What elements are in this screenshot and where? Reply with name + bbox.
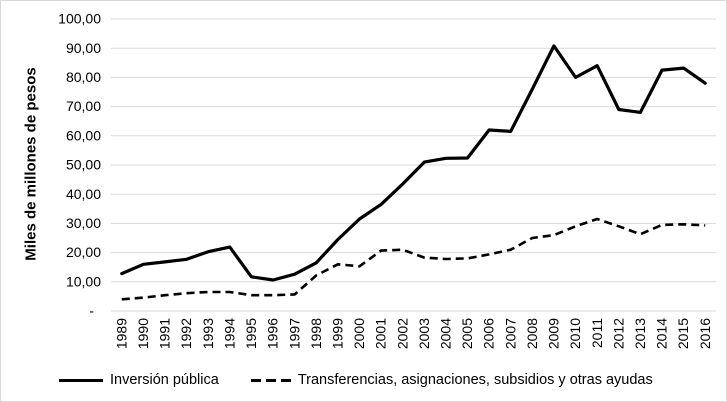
series-line-transferencias bbox=[121, 217, 706, 301]
x-tick-label: 2012 bbox=[610, 318, 626, 349]
y-tick-label: - bbox=[89, 303, 94, 319]
y-tick-label: 80,00 bbox=[66, 69, 101, 85]
y-axis-title: Miles de millones de pesos bbox=[22, 67, 40, 261]
x-tick-label: 2010 bbox=[567, 318, 583, 349]
legend: Inversión pública Transferencias, asigna… bbox=[59, 372, 653, 388]
y-tick-label: 50,00 bbox=[66, 157, 101, 173]
x-tick-label: 1990 bbox=[135, 318, 151, 349]
series-line-inversion-publica bbox=[120, 44, 707, 282]
x-tick-label: 2007 bbox=[502, 318, 518, 349]
y-tick-label: 30,00 bbox=[66, 215, 101, 231]
y-tick-label: 10,00 bbox=[66, 273, 101, 289]
x-tick-label: 2016 bbox=[697, 318, 713, 349]
x-tick-label: 2003 bbox=[416, 318, 432, 349]
x-tick-label: 2011 bbox=[589, 318, 605, 348]
x-tick-label: 2009 bbox=[546, 318, 562, 349]
x-tick-label: 2001 bbox=[373, 318, 389, 349]
x-tick-label: 1997 bbox=[286, 318, 302, 349]
x-tick-label: 1999 bbox=[330, 318, 346, 349]
x-tick-label: 1989 bbox=[113, 318, 129, 349]
legend-label-inversion-publica: Inversión pública bbox=[110, 372, 219, 388]
x-tick-label: 2006 bbox=[481, 318, 497, 349]
solid-line-marker-icon bbox=[59, 378, 103, 382]
x-tick-label: 2000 bbox=[351, 318, 367, 349]
x-tick-label: 2015 bbox=[675, 318, 691, 349]
x-tick-label: 1998 bbox=[308, 318, 324, 349]
y-tick-label: 20,00 bbox=[66, 244, 101, 260]
legend-item-transferencias: Transferencias, asignaciones, subsidios … bbox=[250, 372, 653, 388]
x-tick-label: 2004 bbox=[438, 318, 454, 349]
x-tick-label: 2008 bbox=[524, 318, 540, 349]
legend-label-transferencias: Transferencias, asignaciones, subsidios … bbox=[297, 372, 653, 388]
x-tick-label: 2005 bbox=[459, 318, 475, 349]
dashed-line-marker-icon bbox=[250, 378, 291, 382]
x-tick-label: 1991 bbox=[157, 318, 173, 349]
y-tick-label: 60,00 bbox=[66, 127, 101, 143]
y-tick-label: 90,00 bbox=[66, 40, 101, 56]
x-tick-label: 1993 bbox=[200, 318, 216, 349]
y-tick-label: 40,00 bbox=[66, 186, 101, 202]
y-tick-label: 70,00 bbox=[66, 98, 101, 114]
x-tick-label: 2002 bbox=[394, 318, 410, 349]
x-tick-label: 2014 bbox=[654, 318, 670, 349]
y-tick-label: 100,00 bbox=[58, 11, 101, 27]
x-tick-label: 1995 bbox=[243, 318, 259, 349]
x-tick-label: 1996 bbox=[265, 318, 281, 349]
x-tick-label: 1992 bbox=[178, 318, 194, 349]
x-tick-label: 2013 bbox=[632, 318, 648, 349]
legend-item-inversion-publica: Inversión pública bbox=[59, 372, 219, 388]
x-tick-label: 1994 bbox=[221, 318, 237, 349]
